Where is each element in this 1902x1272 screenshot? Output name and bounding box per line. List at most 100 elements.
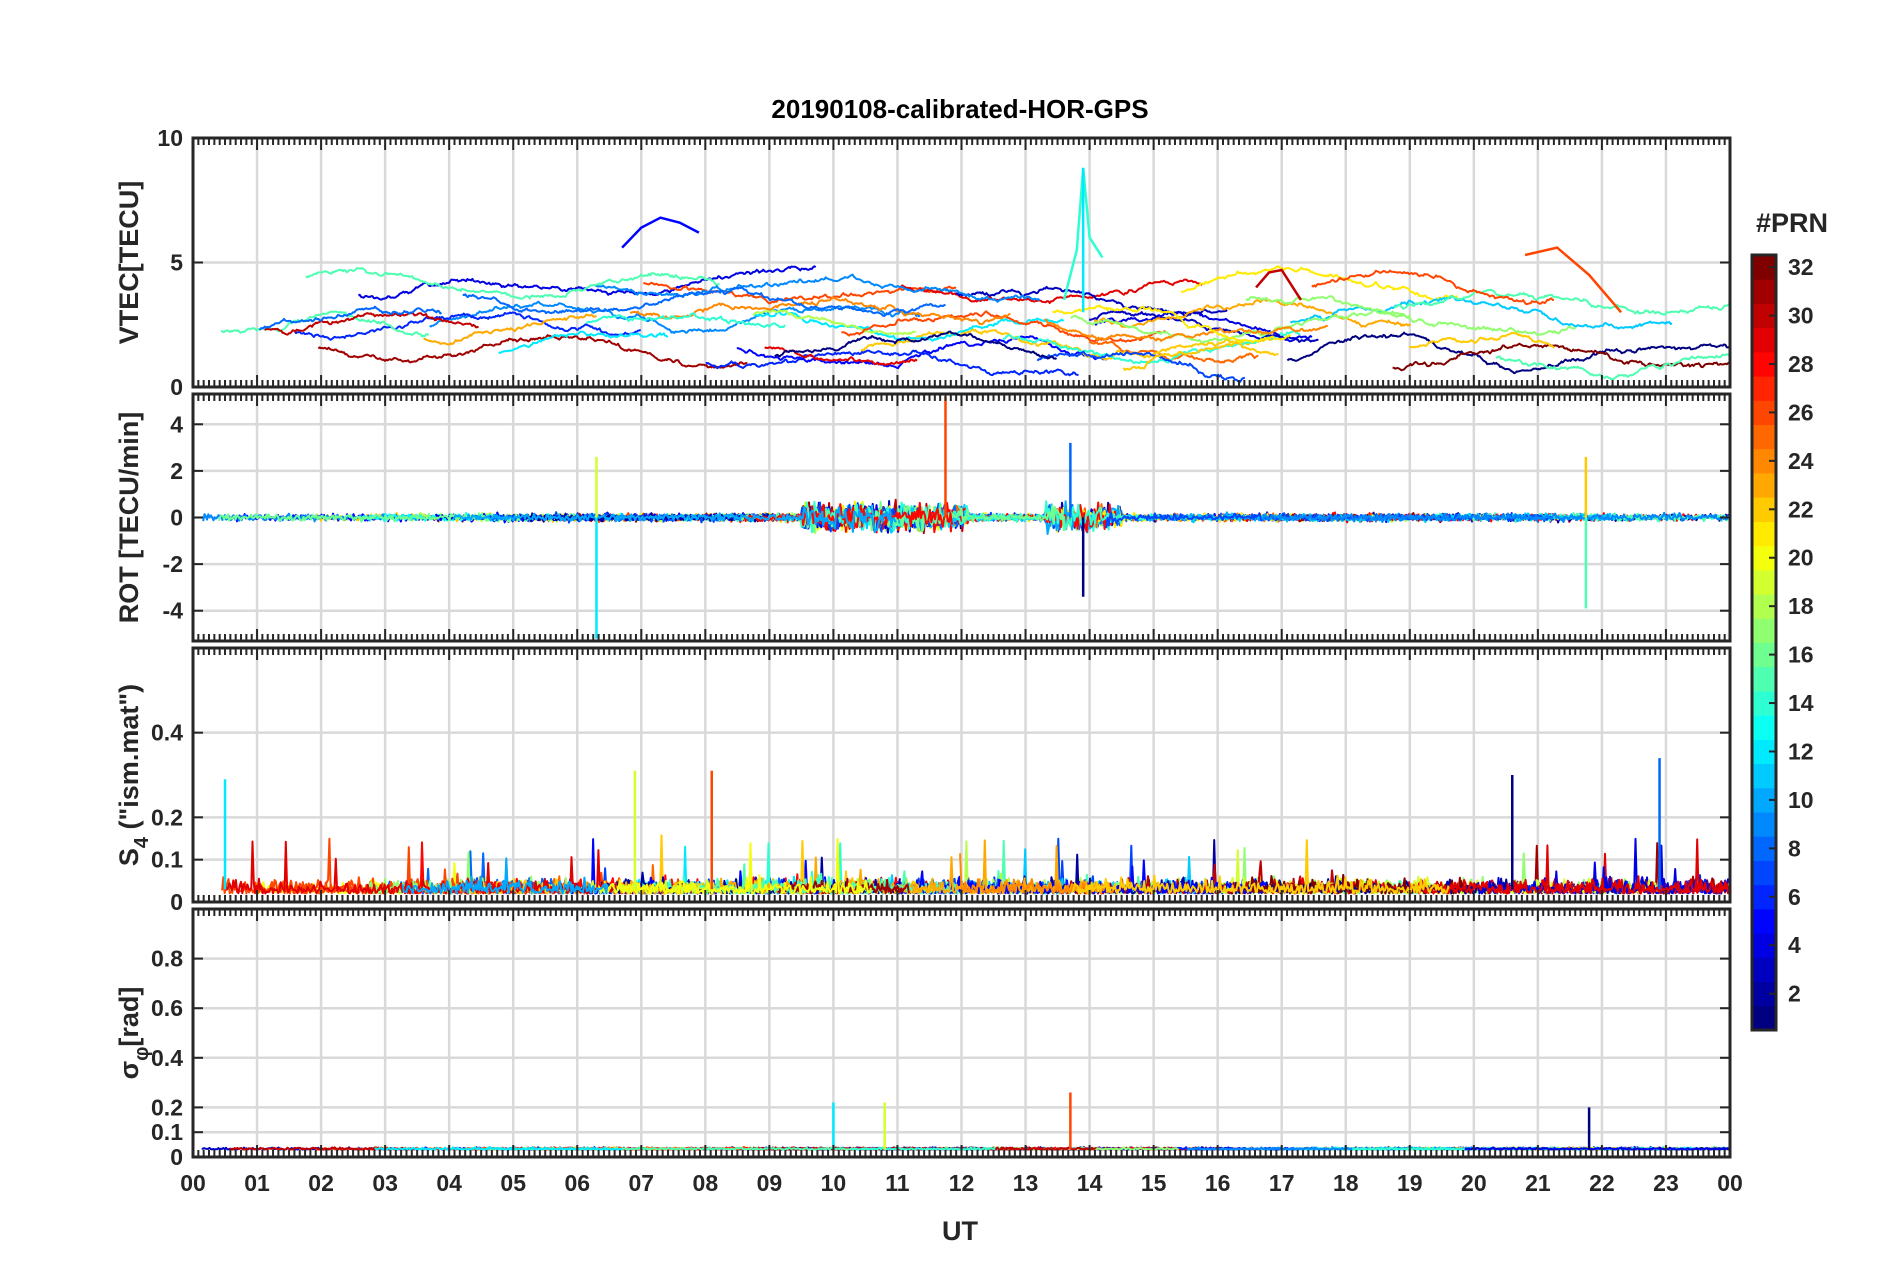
series-prn-29 — [900, 278, 1203, 304]
colorbar-tick-label: 18 — [1788, 593, 1814, 619]
series-prn-26 — [1524, 246, 1623, 314]
y-tick-label: 0 — [170, 889, 183, 915]
series-prn-7 — [1036, 350, 1246, 384]
series-prn-29 — [1413, 844, 1730, 895]
series-prn-30 — [264, 312, 480, 336]
plot-area-vtec — [220, 167, 1730, 384]
colorbar-tick-label: 2 — [1788, 981, 1801, 1007]
y-tick-label: -4 — [163, 598, 184, 624]
colorbar-tick-label: 26 — [1788, 399, 1814, 425]
series-prn-17 — [1070, 308, 1576, 344]
series-prn-1 — [774, 330, 1058, 360]
series-prn-22 — [860, 328, 1276, 361]
colorbar-swatch — [1752, 472, 1776, 498]
colorbar-swatch — [1752, 1005, 1776, 1031]
series-prn-12 — [498, 330, 669, 354]
y-tick-label: 0.4 — [151, 720, 183, 746]
x-tick-label: 12 — [949, 1170, 975, 1196]
panel-rot: -4 -2 0 2 4 ROT [TECU/min] — [114, 392, 1732, 643]
series-prn-21 — [1180, 265, 1458, 302]
x-tick-label: 16 — [1205, 1170, 1231, 1196]
series-prn-15 — [1495, 353, 1730, 381]
series-prn-14 — [852, 1146, 996, 1151]
series-prn-12 — [374, 1146, 623, 1151]
series-prn-15 — [1393, 288, 1730, 316]
x-tick-label: 07 — [628, 1170, 654, 1196]
colorbar-swatch — [1752, 957, 1776, 983]
y-tick-label: 0 — [170, 374, 183, 400]
x-tick-label: 17 — [1269, 1170, 1295, 1196]
y-tick-label: 10 — [157, 125, 183, 151]
series-prn-24 — [1044, 318, 1329, 342]
colorbar-swatch — [1752, 376, 1776, 401]
series-prn-9 — [595, 273, 1041, 303]
x-tick-label: 22 — [1589, 1170, 1615, 1196]
panel-s4: 0 0.1 0.2 0.4S4 ("ism.mat") — [114, 646, 1732, 915]
x-tick-label: 18 — [1333, 1170, 1359, 1196]
y-tick-label: 0.1 — [151, 847, 183, 873]
plot-area-sigma_phi — [201, 1092, 1730, 1151]
series-prn-9 — [202, 512, 419, 523]
series-prn-12 — [753, 310, 1065, 342]
y-tick-label: 5 — [170, 250, 183, 276]
y-axis-label: S4 ("ism.mat") — [114, 684, 153, 866]
series-prn-3 — [955, 285, 1228, 318]
y-tick-label: -2 — [163, 551, 183, 577]
colorbar-tick-label: 16 — [1788, 642, 1814, 668]
x-tick-label: 06 — [564, 1170, 590, 1196]
x-tick-label: 20 — [1461, 1170, 1487, 1196]
colorbar-tick-label: 22 — [1788, 496, 1814, 522]
y-tick-label: 0.4 — [151, 1045, 183, 1071]
colorbar-swatch — [1752, 763, 1776, 789]
colorbar-tick-label: 24 — [1788, 448, 1814, 474]
y-tick-label: 0.2 — [151, 1094, 183, 1120]
series-prn-9 — [1261, 511, 1730, 523]
x-tick-label: 13 — [1013, 1170, 1039, 1196]
x-tick-label: 02 — [308, 1170, 334, 1196]
series-prn-6 — [294, 311, 642, 341]
y-tick-label: 0.2 — [151, 804, 183, 830]
series-prn-5 — [621, 216, 700, 249]
y-tick-label: 4 — [170, 411, 183, 437]
colorbar-tick-label: 30 — [1788, 303, 1814, 329]
x-tick-label: 15 — [1141, 1170, 1167, 1196]
colorbar-label: #PRN — [1756, 208, 1828, 238]
x-tick-label: 08 — [693, 1170, 719, 1196]
colorbar-frame — [1750, 253, 1778, 1032]
x-tick-label: 14 — [1077, 1170, 1103, 1196]
series-prn-23 — [423, 313, 597, 346]
series-prn-20 — [603, 838, 872, 895]
series-prn-8 — [462, 286, 946, 317]
x-tick-label: 23 — [1653, 1170, 1679, 1196]
y-tick-label: 0.6 — [151, 995, 183, 1021]
x-tick-label: 11 — [885, 1170, 910, 1196]
x-tick-label: 05 — [500, 1170, 526, 1196]
series-prn-22 — [1122, 342, 1279, 371]
y-tick-label: 0.1 — [151, 1119, 183, 1145]
colorbar-tick-label: 12 — [1788, 738, 1814, 764]
colorbar-tick-label: 10 — [1788, 787, 1814, 813]
colorbar-swatch — [1752, 618, 1776, 643]
series-prn-28 — [743, 501, 954, 532]
y-axis-label: VTEC[TECU] — [114, 181, 144, 345]
plot-area-s4 — [221, 758, 1730, 895]
series-prn-17 — [1245, 295, 1412, 319]
colorbar-tick-label: 28 — [1788, 351, 1814, 377]
colorbar-tick-label: 32 — [1788, 254, 1814, 280]
x-tick-label: 00 — [180, 1170, 206, 1196]
series-prn-8 — [258, 305, 443, 331]
colorbar-tick-label: 4 — [1788, 932, 1801, 958]
series-prn-22 — [1408, 331, 1555, 349]
series-prn-14 — [585, 312, 786, 329]
colorbar-swatch — [1752, 666, 1776, 692]
colorbar-tick-label: 8 — [1788, 835, 1801, 861]
colorbar-swatch — [1752, 908, 1776, 934]
series-prn-11 — [1290, 295, 1673, 330]
x-tick-label: 10 — [821, 1170, 847, 1196]
series-prn-15 — [1444, 511, 1677, 523]
series-prn-15 — [220, 310, 430, 338]
series-prn-15 — [305, 267, 720, 300]
